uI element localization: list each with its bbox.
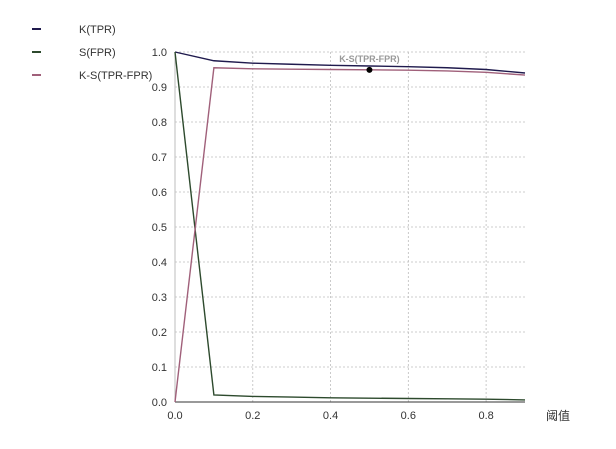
y-tick-label: 0.3 [152, 292, 167, 304]
series-line-0 [174, 51, 526, 74]
y-tick-label: 0.6 [152, 187, 167, 199]
y-tick-label: 0.9 [152, 82, 167, 94]
x-tick-label: 0.0 [167, 410, 182, 422]
series-line-1 [174, 51, 526, 401]
x-tick-label: 0.4 [323, 410, 338, 422]
x-tick-label: 0.6 [401, 410, 416, 422]
x-tick-label: 0.8 [478, 410, 493, 422]
annotation-marker [366, 66, 373, 73]
series-lines [174, 51, 526, 403]
x-tick-label: 0.2 [245, 410, 260, 422]
series-line-2 [174, 67, 526, 403]
x-axis-title: 阈值 [546, 408, 570, 423]
axes [174, 52, 525, 403]
annotation: K-S(TPR-FPR) [339, 54, 400, 73]
y-tick-label: 0.5 [152, 222, 167, 234]
legend: K(TPR) S(FPR) K-S(TPR-FPR) [32, 24, 152, 82]
y-tick-label: 1.0 [152, 47, 167, 59]
y-tick-label: 0.8 [152, 117, 167, 129]
legend-label: K(TPR) [79, 24, 116, 36]
grid-lines [175, 51, 525, 402]
annotation-label: K-S(TPR-FPR) [339, 54, 400, 64]
y-tick-label: 0.0 [152, 397, 167, 409]
legend-label: K-S(TPR-FPR) [79, 70, 152, 82]
tick-labels: 0.0 0.1 0.2 0.3 0.4 0.5 0.6 0.7 0.8 0.9 1.0 0.0 0.2 0… [152, 47, 494, 422]
legend-label: S(FPR) [79, 47, 116, 59]
y-tick-label: 0.2 [152, 327, 167, 339]
y-tick-label: 0.7 [152, 152, 167, 164]
y-tick-label: 0.1 [152, 362, 167, 374]
y-tick-label: 0.4 [152, 257, 167, 269]
